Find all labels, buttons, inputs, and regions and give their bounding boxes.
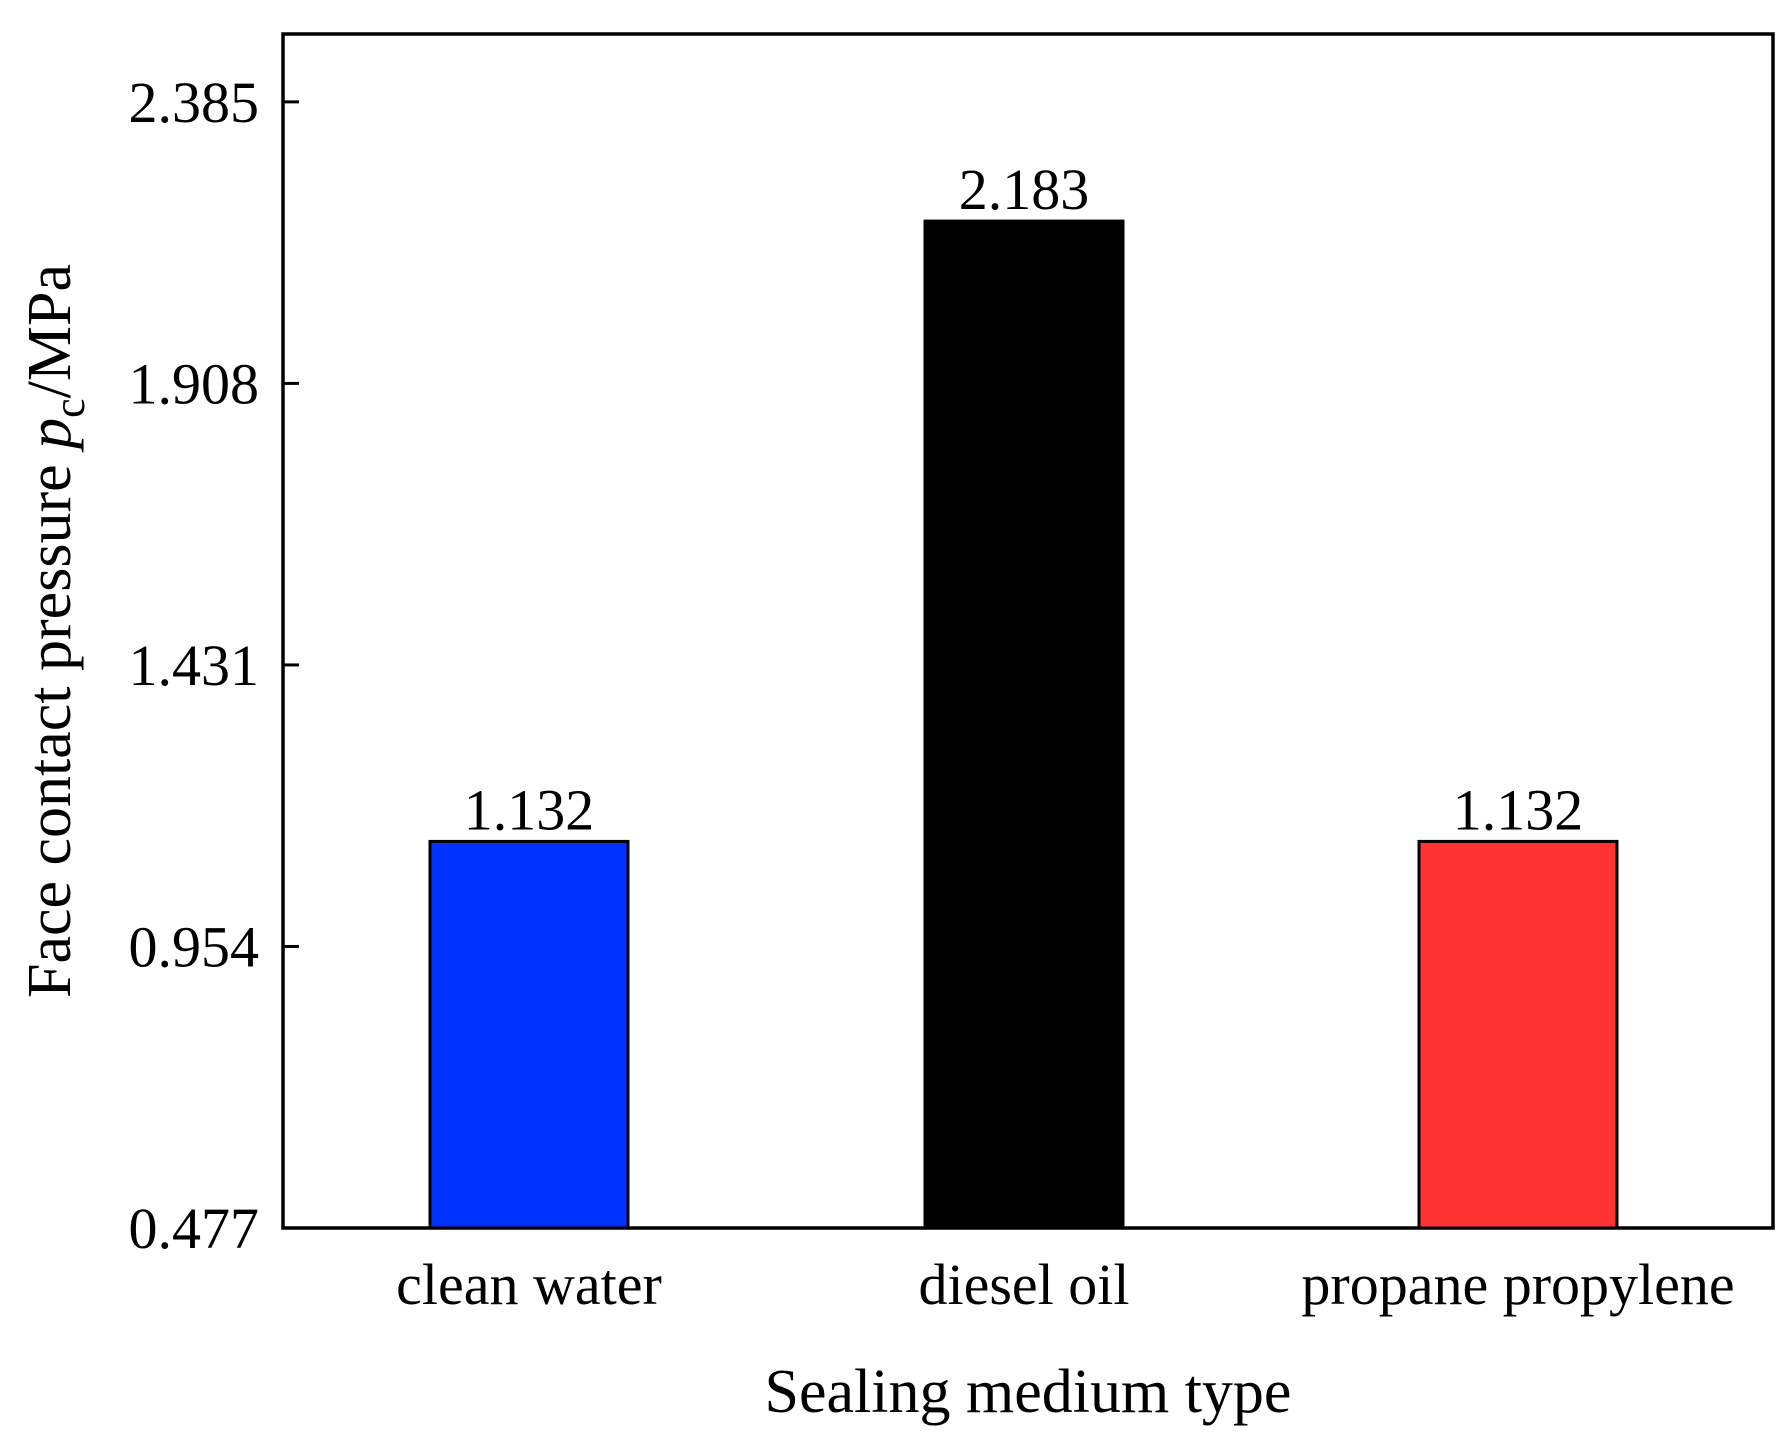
data-label-clean-water: 1.132 [464, 777, 595, 842]
data-label-propane-propylene: 1.132 [1453, 777, 1584, 842]
y-axis-title-subscript: c [45, 398, 94, 418]
y-axis-ticks: 0.477 0.954 1.431 1.908 2.385 [129, 70, 299, 1261]
bar-propane-propylene [1417, 839, 1619, 1230]
data-label-diesel-oil: 2.183 [959, 157, 1090, 222]
y-axis-title-symbol: p [16, 418, 84, 453]
y-tick-label: 0.954 [129, 914, 260, 979]
x-category-label-clean-water: clean water [396, 1252, 662, 1317]
y-axis-title-main: Face contact pressure [16, 449, 84, 998]
y-axis-title-unit: /MPa [16, 264, 84, 398]
y-tick-label: 1.431 [129, 633, 260, 698]
y-tick-label: 1.908 [129, 351, 260, 416]
x-category-label-propane-propylene: propane propylene [1301, 1252, 1734, 1317]
x-axis-categories: clean water diesel oil propane propylene [396, 1252, 1734, 1317]
bars-group: 1.132 2.183 1.132 [428, 157, 1619, 1230]
y-tick-label: 0.477 [129, 1196, 260, 1261]
x-category-label-diesel-oil: diesel oil [918, 1252, 1129, 1317]
bar-clean-water [428, 839, 630, 1230]
x-axis-title: Sealing medium type [765, 1358, 1292, 1426]
y-axis-title: Face contact pressure pc/MPa [16, 264, 94, 998]
bar-diesel-oil [923, 219, 1125, 1230]
y-tick-label: 2.385 [129, 70, 260, 135]
